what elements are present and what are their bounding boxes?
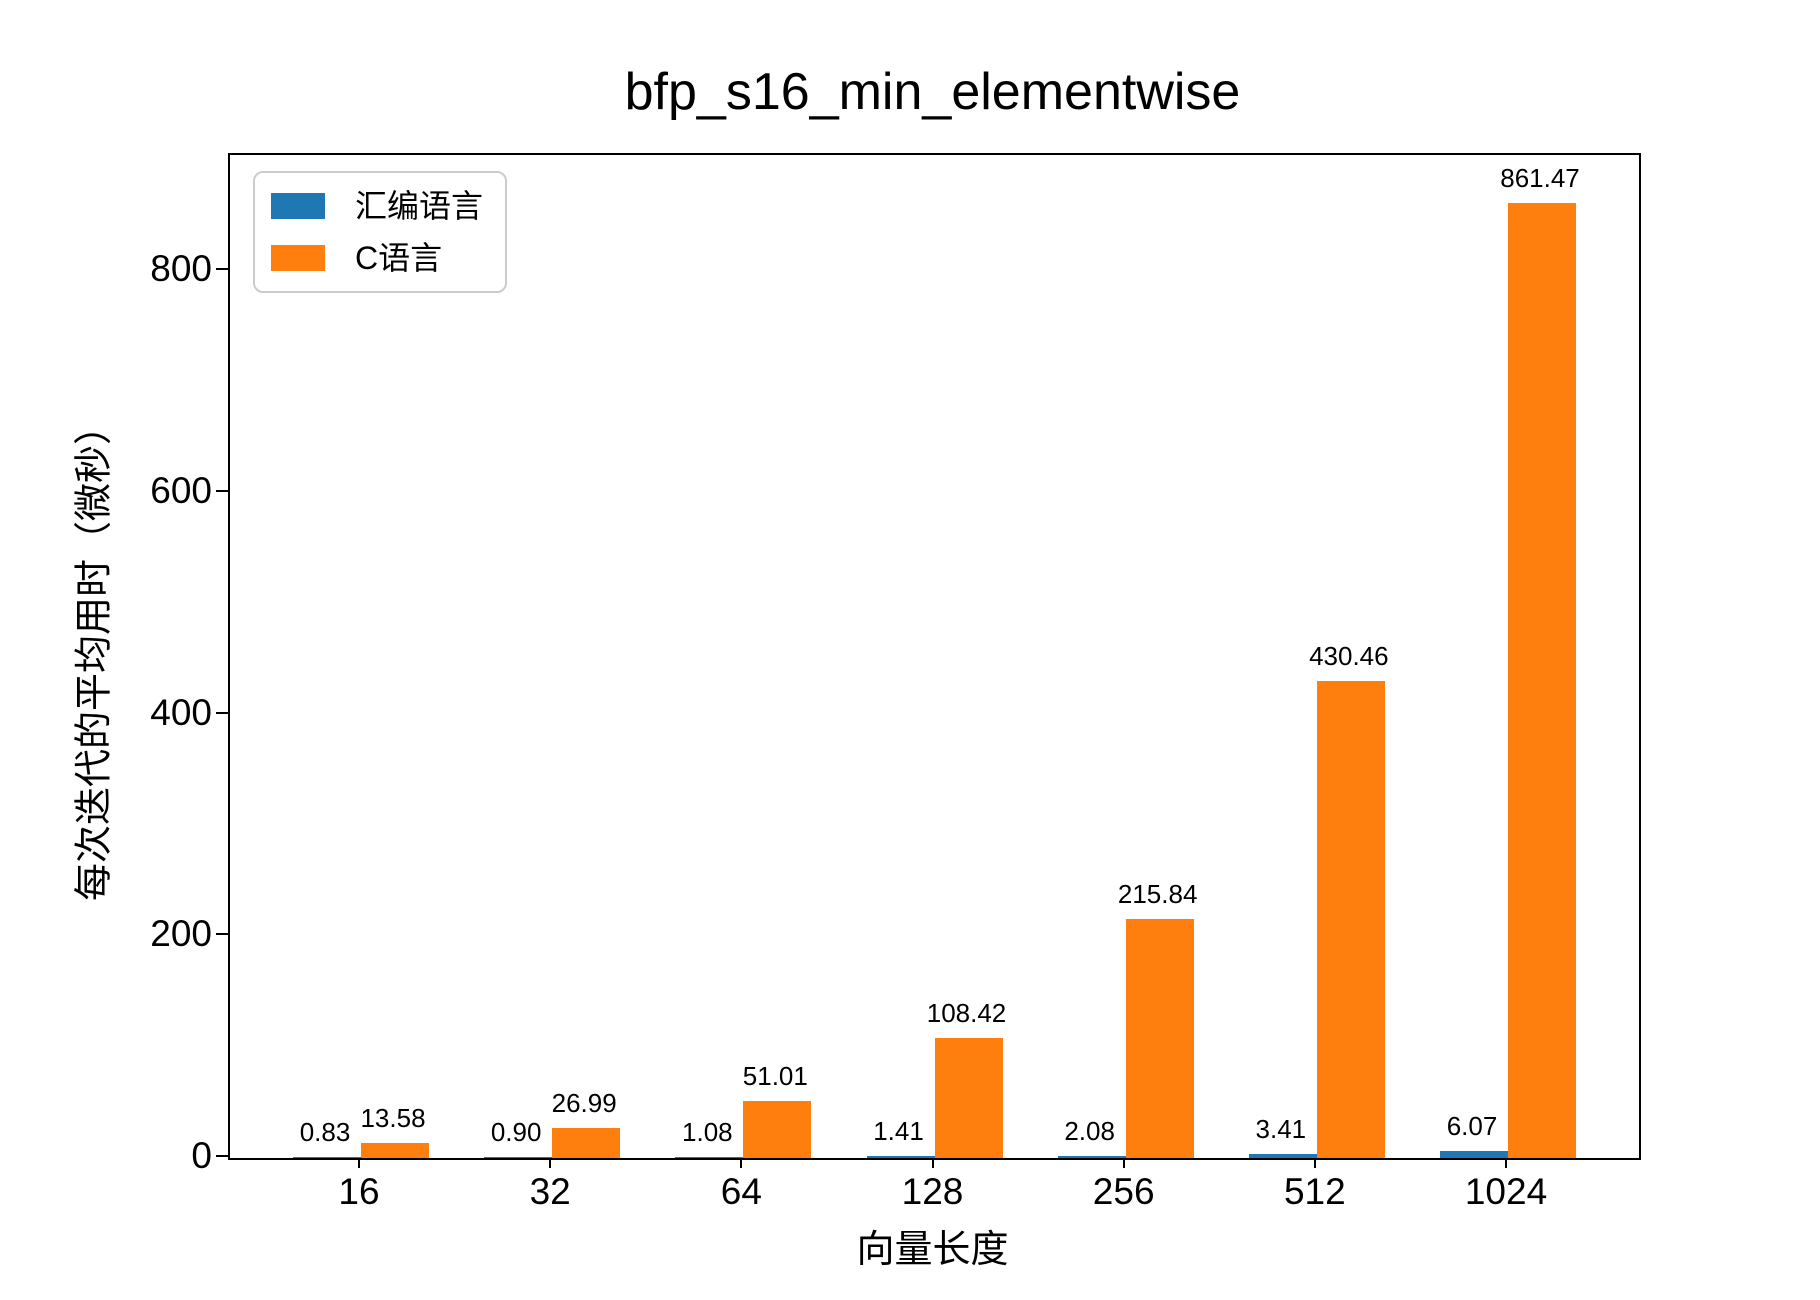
x-tick-label-256: 256 [1092, 1171, 1155, 1212]
x-tick-mark-256 [1122, 1158, 1125, 1168]
bar-c-32 [552, 1128, 621, 1158]
bar-asm-512 [1248, 1154, 1317, 1158]
legend-swatch-c [271, 245, 325, 271]
x-tick-label-512: 512 [1283, 1171, 1346, 1212]
value-label-asm-128: 1.41 [873, 1116, 924, 1146]
value-label-c-512: 430.46 [1309, 641, 1389, 671]
value-label-c-16: 13.58 [360, 1103, 426, 1133]
value-label-asm-256: 2.08 [1064, 1116, 1115, 1146]
x-tick-mark-16 [358, 1158, 360, 1168]
value-label-asm-1024: 6.07 [1446, 1111, 1498, 1141]
y-tick-label-600: 600 [150, 470, 212, 512]
plot-area [228, 153, 1641, 1160]
y-tick-label-800: 800 [150, 248, 212, 290]
x-tick-mark-1024 [1505, 1158, 1507, 1168]
bar-c-64 [743, 1101, 812, 1158]
value-label-c-32: 26.99 [551, 1088, 617, 1118]
value-label-c-1024: 861.47 [1500, 163, 1580, 193]
x-tick-label-128: 128 [901, 1171, 964, 1212]
bar-c-512 [1316, 681, 1385, 1158]
value-label-asm-512: 3.41 [1255, 1114, 1307, 1144]
x-tick-mark-64 [740, 1158, 743, 1168]
x-tick-mark-128 [931, 1158, 934, 1168]
bar-c-256 [1125, 919, 1194, 1158]
chart-title: bfp_s16_min_elementwise [624, 63, 1241, 121]
legend-label-asm: 汇编语言 [355, 188, 484, 224]
bar-asm-32 [484, 1157, 553, 1158]
value-label-c-64: 51.01 [742, 1061, 808, 1091]
x-tick-label-16: 16 [338, 1171, 380, 1212]
bar-asm-64 [675, 1157, 744, 1158]
y-tick-mark-0 [216, 1155, 228, 1157]
x-tick-label-32: 32 [529, 1171, 571, 1212]
x-axis-label: 向量长度 [856, 1229, 1009, 1271]
x-tick-mark-512 [1313, 1158, 1316, 1168]
y-tick-mark-800 [216, 268, 228, 271]
y-tick-mark-400 [216, 711, 228, 714]
y-tick-label-400: 400 [150, 691, 212, 733]
bar-asm-128 [866, 1156, 935, 1158]
y-axis-label: 每次迭代的平均用时（微秒） [73, 406, 116, 902]
x-tick-label-1024: 1024 [1464, 1171, 1548, 1212]
value-label-asm-32: 0.90 [490, 1117, 542, 1147]
bar-c-16 [361, 1143, 429, 1158]
value-label-asm-16: 0.83 [299, 1117, 351, 1147]
legend-item-asm: 汇编语言 [271, 189, 483, 223]
x-tick-label-64: 64 [720, 1171, 762, 1212]
bar-asm-1024 [1440, 1151, 1508, 1158]
value-label-c-128: 108.42 [926, 998, 1007, 1028]
y-tick-mark-200 [216, 933, 228, 936]
y-tick-label-0: 0 [191, 1135, 212, 1176]
value-label-asm-64: 1.08 [682, 1117, 733, 1147]
bar-asm-256 [1057, 1156, 1126, 1158]
x-tick-mark-32 [549, 1158, 552, 1168]
legend-item-c: C语言 [271, 241, 483, 275]
legend: 汇编语言 C语言 [253, 171, 508, 293]
value-label-c-256: 215.84 [1117, 879, 1198, 909]
bar-c-1024 [1508, 203, 1576, 1158]
legend-label-c: C语言 [355, 240, 443, 276]
bar-c-128 [934, 1038, 1003, 1158]
bar-asm-16 [293, 1157, 361, 1158]
y-tick-label-200: 200 [150, 913, 212, 955]
y-tick-mark-600 [216, 490, 228, 493]
legend-swatch-asm [271, 193, 325, 219]
